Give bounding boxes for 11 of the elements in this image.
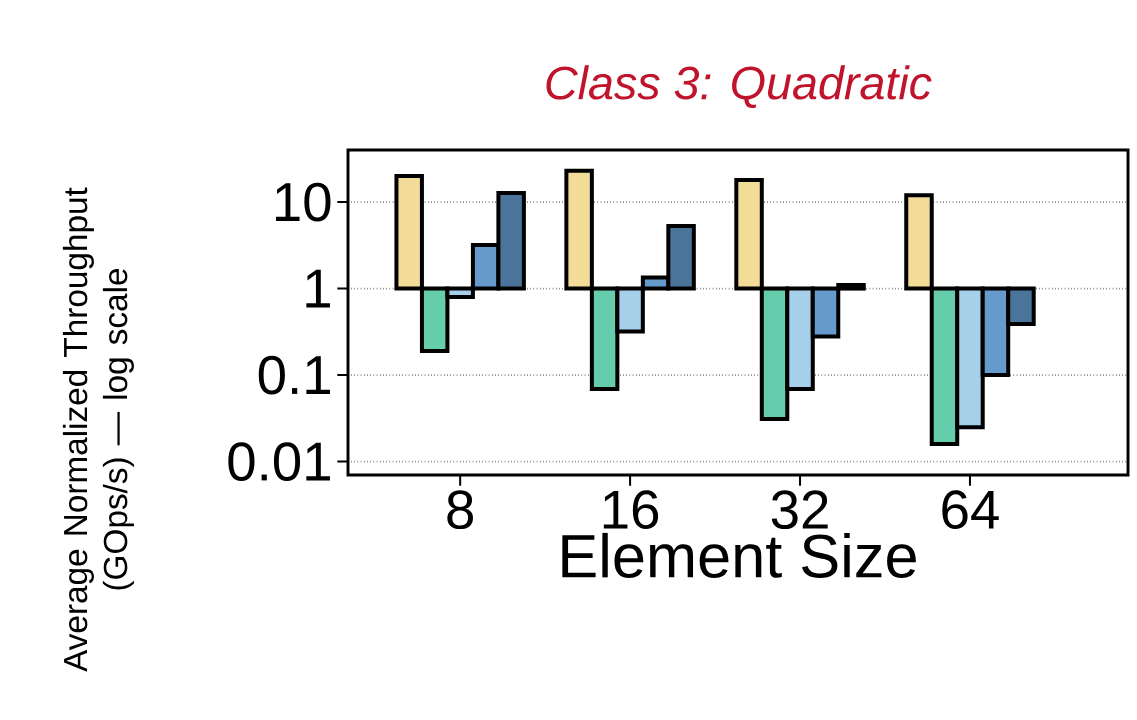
x-axis-title: Element Size	[562, 532, 916, 578]
x-tick-label: 16	[603, 490, 659, 530]
y-tick-label: 10	[275, 182, 331, 222]
x-tick-label: 64	[942, 490, 999, 530]
y-tick-label: 0.1	[258, 355, 330, 395]
y-axis-title: Average Normalized Throughput (GOps/s) — log scale	[62, 187, 134, 672]
chart-title: Class 3: Quadratic	[546, 65, 932, 108]
y-tick-label: 0.01	[228, 442, 330, 481]
x-tick-label: 8	[447, 490, 473, 530]
y-tick-label: 1	[306, 269, 330, 308]
x-tick-label: 32	[771, 490, 828, 530]
